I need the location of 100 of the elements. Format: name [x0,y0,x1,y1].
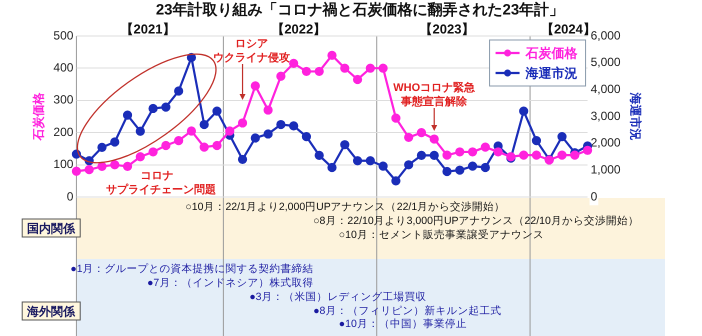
y-tick-label: 100 [53,157,74,172]
point [532,136,542,146]
text: ●8月：（フィリピン）新キルン起工式 [313,304,502,317]
point [378,64,388,73]
point [404,160,414,170]
point [532,150,542,160]
text: 海外関係 [26,304,76,318]
y2-tick-label: 5,000 [590,55,621,70]
point [110,160,120,170]
point [122,162,132,172]
chart-title: 23年計取り組み「コロナ禍と石炭価格に翻弄された23年計」 [156,2,564,19]
point [238,118,248,128]
point [480,142,490,152]
point [289,58,298,68]
point [366,156,375,166]
point [327,50,337,60]
text: 国内関係 [27,221,76,236]
point [494,147,503,157]
point [314,66,324,76]
point [174,86,184,96]
text: ●7月：（インドネシア）株式取得 [147,276,314,289]
legend-label: 石炭価格 [524,46,579,61]
point [238,154,248,164]
point [480,162,490,172]
point [174,136,184,146]
point [212,140,222,150]
point [250,133,260,143]
point [391,176,400,186]
point [276,72,286,81]
y2-tick-label: 4,000 [590,82,621,96]
y-tick-label: 400 [53,60,74,75]
text: ○10月：セメント販売事業譲受アナウンス [338,228,544,241]
point [340,140,350,150]
point [148,104,158,114]
point [97,142,107,152]
annotation: 【2023】 [420,22,474,37]
point [327,162,337,172]
point [148,147,158,157]
point [84,165,94,174]
point [366,64,375,73]
point [557,132,567,142]
point [352,156,362,166]
y2-tick-label: 2,000 [590,136,621,150]
point [519,106,528,116]
point [161,140,170,150]
y2-tick-label: 0 [590,189,598,204]
text: ●3月：（米国）レディング工場買収 [249,290,427,303]
point [314,150,324,160]
point [212,106,222,116]
annotation: 【2022】 [271,22,326,37]
point [200,142,209,152]
annotation: 【2021】 [120,22,176,37]
point [276,120,286,130]
point [391,114,400,123]
text: ●1月：グループとの資本提携に関する契約書締結 [70,262,314,275]
point [455,147,464,157]
point [416,128,426,138]
point [519,150,528,160]
point [302,66,312,76]
point [416,150,426,160]
text: ●10月：（中国）事業停止 [338,316,467,330]
point [110,137,120,147]
text: ○8月：22/10月より3,000円UPアナウンス（22/10月から交渉開始） [313,214,639,227]
point [186,52,196,62]
point [430,150,439,160]
point [430,134,439,144]
point [200,120,209,130]
y-tick-label: 500 [53,28,74,42]
point [97,162,107,172]
y-tick-label: 200 [53,124,74,139]
point [122,110,132,120]
point [468,147,478,157]
annotation: コロナサプライチェーン問題 [106,170,216,196]
point [186,126,196,136]
point [264,129,273,139]
point [455,166,464,175]
point [136,126,145,136]
y2-axis-title: 海運市況 [628,92,642,140]
annotation: WHOコロナ緊急事態宣言解除 [393,81,476,108]
point [289,121,298,130]
y-tick-label: 0 [66,189,74,204]
point [442,166,452,176]
y-tick-label: 300 [53,92,74,107]
legend-label: 海運市況 [524,66,578,81]
point [250,81,260,91]
point [225,126,234,136]
y2-tick-label: 3,000 [590,108,621,123]
annotation: ロシアウクライナ侵攻 [212,38,290,64]
point [302,132,312,142]
y2-tick-label: 6,000 [590,28,621,42]
point [468,162,478,171]
y-axis-title: 石炭価格 [32,92,46,142]
point [442,150,452,160]
point [264,105,273,115]
y2-tick-label: 1,000 [590,162,621,176]
point [582,146,592,155]
point [557,150,567,160]
point [340,64,350,73]
point [378,162,388,171]
point [136,152,145,162]
